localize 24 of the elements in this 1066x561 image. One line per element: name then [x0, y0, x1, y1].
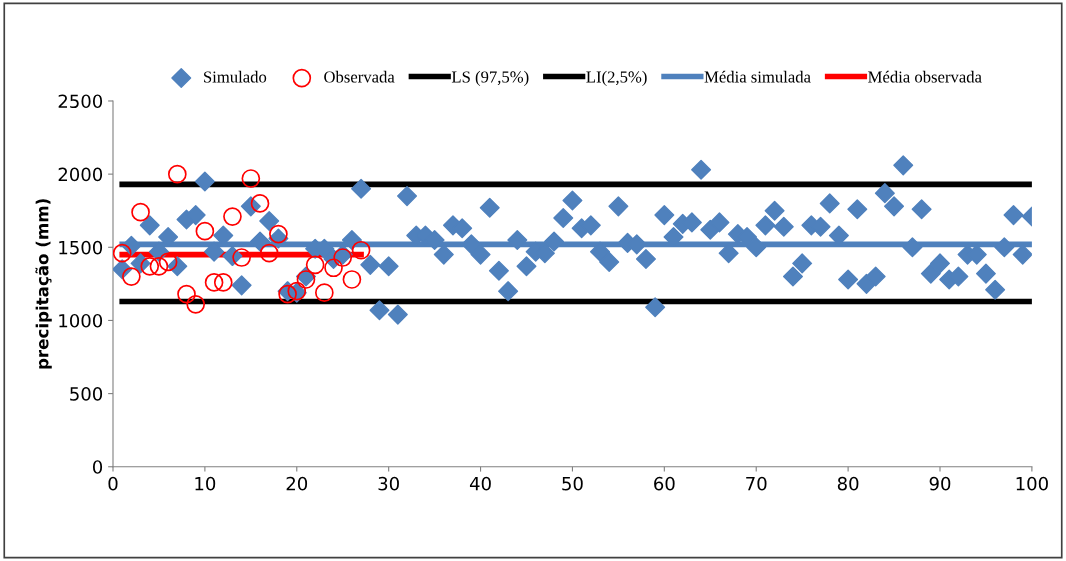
y-tick-label: 0: [92, 460, 103, 474]
y-tick-label: 1000: [59, 313, 103, 328]
x-tick-label: 70: [746, 476, 767, 491]
x-tick-label: 100: [1016, 476, 1048, 491]
legend-label: LI(2,5%): [586, 70, 647, 86]
legend-label: Média simulada: [704, 70, 811, 83]
y-tick-label: 2500: [58, 94, 103, 109]
x-tick-label: 60: [654, 476, 675, 491]
x-tick-label: 40: [469, 476, 491, 491]
legend-label: Simulado: [204, 70, 267, 83]
x-tick-label: 0: [108, 476, 118, 491]
y-axis-title: precipitação (mm): [35, 199, 52, 369]
legend-label: Média observada: [868, 70, 982, 83]
x-tick-label: 30: [378, 476, 399, 491]
x-tick-label: 90: [929, 476, 951, 491]
legend-label: LS (97,5%): [451, 70, 529, 86]
y-tick-label: 1500: [59, 240, 103, 255]
y-tick-label: 2000: [58, 167, 103, 182]
x-tick-label: 80: [837, 476, 859, 491]
x-tick-label: 10: [195, 476, 216, 491]
legend-label: Observada: [324, 70, 395, 83]
y-tick-label: 500: [70, 387, 103, 401]
x-tick-label: 20: [286, 476, 308, 491]
x-tick-label: 50: [562, 476, 583, 491]
